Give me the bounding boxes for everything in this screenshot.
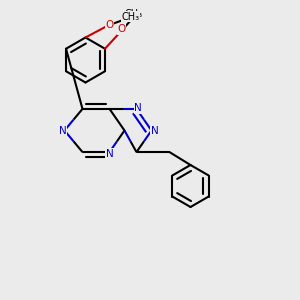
- Text: N: N: [151, 125, 158, 136]
- Text: N: N: [59, 125, 67, 136]
- Text: N: N: [106, 148, 113, 159]
- Text: O: O: [105, 20, 114, 31]
- Text: CH₃: CH₃: [124, 9, 142, 19]
- Text: O: O: [117, 24, 126, 34]
- Text: CH₃: CH₃: [122, 11, 140, 22]
- Text: N: N: [134, 103, 142, 113]
